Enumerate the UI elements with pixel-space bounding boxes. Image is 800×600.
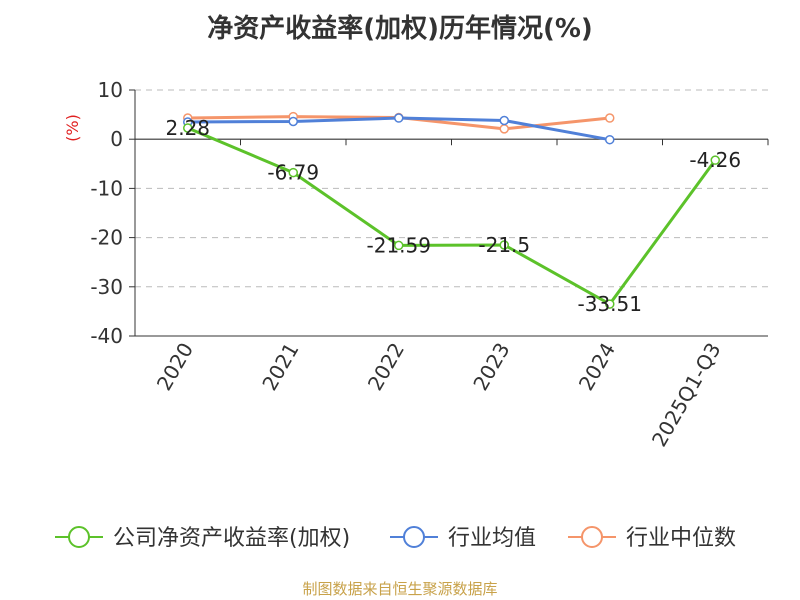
legend-label: 行业均值 [448, 526, 536, 551]
data-label: -6.79 [267, 161, 319, 185]
data-point [605, 113, 615, 123]
x-tick-label: 2024 [574, 339, 620, 395]
series-line [187, 126, 717, 306]
legend-label: 行业中位数 [626, 526, 736, 551]
y-tick-label: -10 [90, 176, 123, 200]
data-point [499, 124, 509, 134]
data-label: -21.5 [478, 233, 530, 257]
series-lines [183, 111, 720, 309]
data-point [394, 113, 404, 123]
data-point [394, 240, 404, 251]
x-tick-label: 2022 [363, 339, 409, 395]
data-point [499, 115, 509, 126]
y-tick-label: -20 [90, 226, 123, 250]
data-point [288, 116, 298, 127]
data-label: -4.26 [689, 148, 741, 172]
legend: 公司净资产收益率(加权) 行业均值 行业中位数 [55, 526, 736, 551]
data-labels: 2.28 -6.79 -21.59 -21.5 -33.51 -4.26 [165, 116, 741, 316]
y-tick-label: 0 [110, 127, 123, 151]
source-note: 制图数据来自恒生聚源数据库 [302, 580, 498, 598]
legend-marker [403, 526, 425, 548]
y-axis-unit-label: (%) [63, 114, 82, 142]
x-tick-label: 2020 [152, 339, 198, 395]
data-label: -21.59 [367, 233, 431, 257]
data-point [710, 155, 720, 165]
legend-marker [68, 526, 90, 548]
x-tick-label: 2021 [257, 339, 303, 395]
y-tick-label: 10 [98, 78, 123, 102]
chart-title: 净资产收益率(加权)历年情况(%) [207, 14, 593, 44]
data-label: 2.28 [165, 116, 210, 140]
data-point [183, 123, 193, 133]
data-point [605, 299, 615, 309]
data-point [499, 240, 509, 250]
data-label: -33.51 [578, 292, 642, 316]
legend-marker [581, 526, 603, 548]
data-point [288, 167, 298, 178]
data-point [605, 134, 615, 145]
grid-lines [135, 89, 768, 337]
x-tick-label: 2025Q1-Q3 [647, 339, 726, 451]
legend-label: 公司净资产收益率(加权) [113, 526, 350, 551]
x-tick-label: 2023 [468, 339, 514, 395]
y-tick-label: -40 [90, 324, 123, 348]
y-tick-label: -30 [90, 275, 123, 299]
